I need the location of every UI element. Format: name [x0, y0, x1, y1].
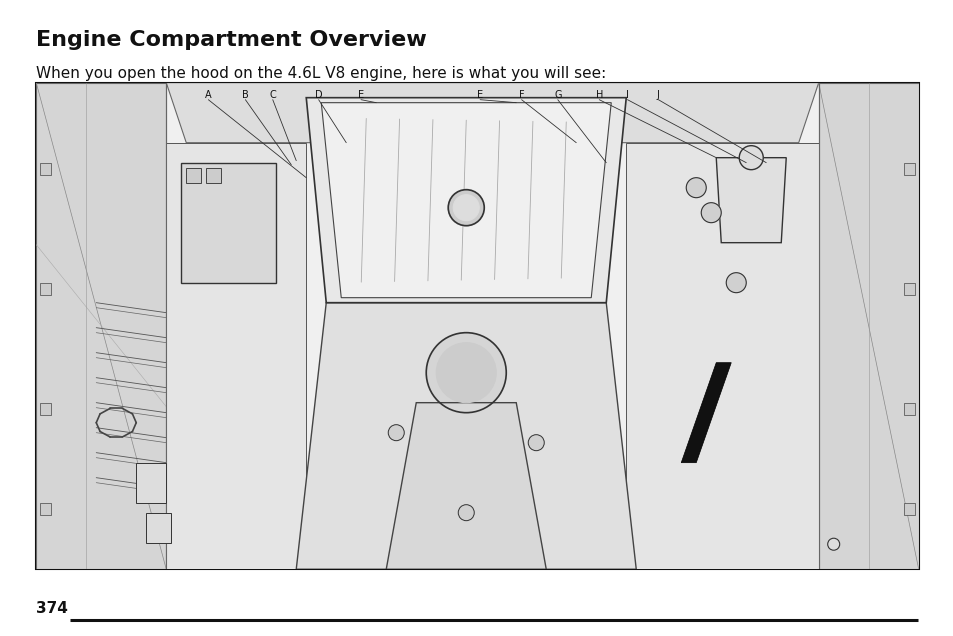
Circle shape: [739, 146, 762, 170]
Polygon shape: [40, 163, 51, 175]
Text: Engine Compartment Overview: Engine Compartment Overview: [36, 30, 426, 50]
Text: I: I: [625, 90, 628, 100]
Text: C: C: [269, 90, 275, 100]
Polygon shape: [818, 83, 918, 569]
Text: B: B: [242, 90, 249, 100]
Circle shape: [453, 195, 478, 221]
Polygon shape: [902, 163, 914, 175]
Polygon shape: [116, 83, 868, 569]
Circle shape: [725, 273, 745, 293]
Circle shape: [457, 505, 474, 521]
Circle shape: [700, 203, 720, 223]
Circle shape: [528, 434, 543, 451]
Polygon shape: [186, 168, 201, 183]
Polygon shape: [36, 83, 166, 569]
Circle shape: [388, 425, 404, 441]
Text: J: J: [657, 90, 659, 100]
Text: When you open the hood on the 4.6L V8 engine, here is what you will see:: When you open the hood on the 4.6L V8 en…: [36, 66, 605, 81]
Polygon shape: [40, 282, 51, 294]
Polygon shape: [166, 83, 818, 142]
Polygon shape: [321, 102, 611, 298]
Circle shape: [827, 538, 839, 550]
Polygon shape: [902, 403, 914, 415]
Polygon shape: [206, 168, 221, 183]
Text: D: D: [314, 90, 322, 100]
Polygon shape: [716, 158, 785, 243]
Bar: [36, 83, 918, 569]
Polygon shape: [902, 282, 914, 294]
Text: A: A: [205, 90, 212, 100]
Polygon shape: [40, 502, 51, 515]
Text: G: G: [554, 90, 561, 100]
Polygon shape: [181, 163, 276, 282]
Polygon shape: [306, 98, 625, 303]
Polygon shape: [818, 83, 918, 569]
Polygon shape: [40, 403, 51, 415]
Polygon shape: [902, 502, 914, 515]
Polygon shape: [680, 363, 731, 462]
Text: 374: 374: [36, 601, 68, 616]
Text: E: E: [357, 90, 364, 100]
Polygon shape: [166, 142, 306, 569]
Circle shape: [685, 177, 705, 198]
Polygon shape: [625, 142, 818, 569]
Text: E: E: [476, 90, 482, 100]
Polygon shape: [36, 83, 166, 569]
Circle shape: [448, 190, 484, 226]
Polygon shape: [146, 513, 172, 543]
Polygon shape: [386, 403, 546, 569]
Polygon shape: [296, 303, 636, 569]
Text: F: F: [518, 90, 524, 100]
Text: H: H: [595, 90, 602, 100]
Circle shape: [426, 333, 506, 413]
Circle shape: [436, 343, 496, 403]
Polygon shape: [136, 462, 166, 502]
